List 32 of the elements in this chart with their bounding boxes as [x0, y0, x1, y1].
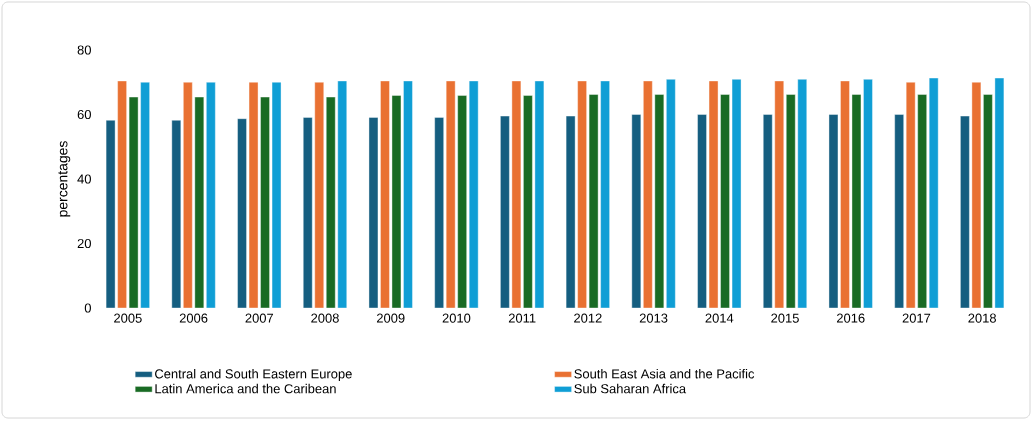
legend-label: Central and South Eastern Europe — [155, 368, 352, 382]
bar — [206, 82, 216, 309]
y-tick-label: 60 — [77, 109, 91, 120]
x-tick-label: 2013 — [639, 313, 668, 323]
bar — [666, 79, 676, 309]
legend-label: Sub Saharan Africa — [574, 383, 687, 394]
x-tick-label: 2011 — [508, 313, 536, 323]
x-tick-label: 2007 — [245, 313, 274, 323]
x-tick-label: 2009 — [376, 313, 405, 323]
x-tick-label: 2015 — [771, 313, 799, 323]
y-tick-label: 80 — [77, 45, 91, 55]
x-tick-label: 2018 — [968, 313, 996, 323]
x-tick-label: 2017 — [902, 313, 931, 323]
bar — [468, 80, 479, 309]
x-tick-label: 2006 — [179, 313, 208, 323]
y-tick-label: 0 — [84, 303, 91, 313]
legend-label: South East Asia and the Pacific — [574, 368, 755, 379]
bar — [171, 120, 182, 309]
legend-label: Latin America and the Caribean — [155, 383, 336, 394]
y-axis-title: percentages — [58, 141, 71, 217]
x-tick-label: 2005 — [114, 313, 142, 323]
bar — [928, 77, 939, 309]
x-tick-label: 2016 — [836, 313, 865, 323]
bar — [434, 117, 444, 309]
bar — [894, 114, 904, 309]
y-tick-label: 20 — [77, 238, 91, 249]
x-tick-label: 2010 — [442, 313, 471, 323]
x-tick-label: 2008 — [311, 313, 339, 323]
y-tick-label: 40 — [77, 174, 91, 184]
x-tick-label: 2014 — [705, 313, 734, 323]
x-tick-label: 2012 — [574, 313, 602, 323]
bar — [631, 114, 642, 309]
